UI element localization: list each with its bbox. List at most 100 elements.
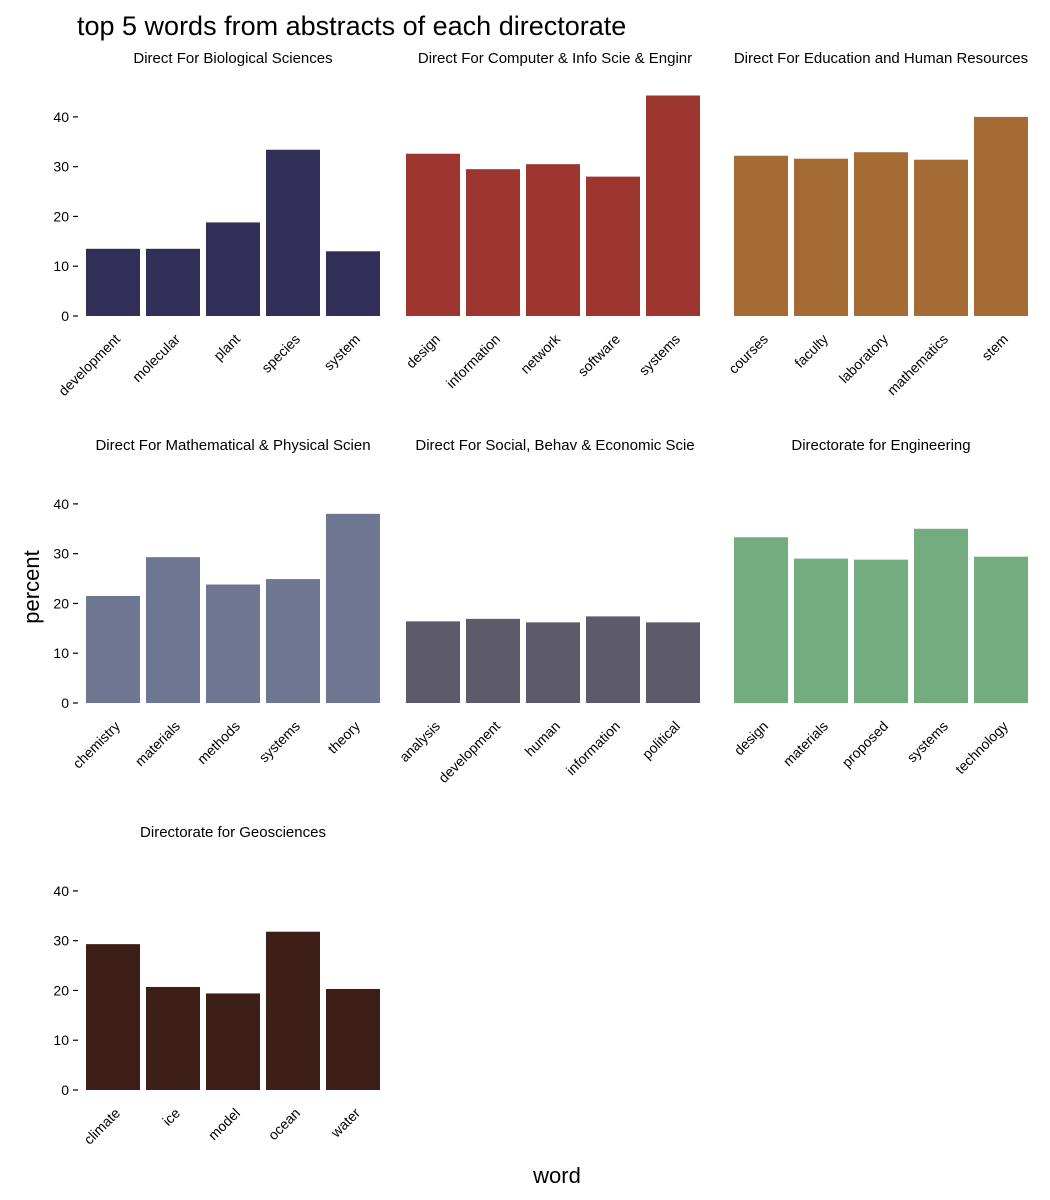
bar-materials	[146, 557, 200, 703]
y-tick-label: 20	[53, 208, 69, 224]
x-tick-label: development	[435, 718, 503, 786]
x-tick-label: design	[731, 718, 771, 758]
x-tick-label: materials	[780, 718, 831, 769]
bar-mathematics	[914, 159, 968, 316]
panel-title: Direct For Mathematical & Physical Scien	[95, 437, 370, 454]
bar-development	[466, 618, 520, 703]
bar-methods	[206, 584, 260, 703]
x-tick-label: model	[205, 1105, 243, 1143]
y-tick-label: 20	[53, 982, 69, 998]
y-tick-label: 0	[61, 695, 69, 711]
x-tick-label: ocean	[265, 1105, 303, 1143]
x-tick-label: proposed	[839, 718, 892, 771]
x-tick-label: network	[517, 330, 564, 377]
panel-7: Directorate for Geosciences 0 10 20 30 40 clim…	[53, 824, 380, 1147]
x-tick-label: plant	[210, 331, 243, 364]
x-tick-label: climate	[80, 1105, 123, 1148]
x-tick-label: stem	[978, 331, 1011, 364]
bar-water	[326, 988, 380, 1090]
x-tick-label: methods	[194, 718, 243, 767]
bar-human	[526, 622, 580, 703]
bar-proposed	[854, 559, 908, 703]
x-tick-label: design	[403, 331, 443, 371]
chart-title: top 5 words from abstracts of each direc…	[77, 11, 626, 41]
panel-6: Directorate for Engineering design materia…	[731, 437, 1028, 777]
panel-title: Directorate for Engineering	[791, 437, 970, 454]
bar-species	[266, 149, 320, 316]
x-tick-label: theory	[324, 718, 363, 757]
panel-1: Direct For Biological Sciences 0 10 20 30 40 d…	[53, 50, 380, 399]
y-tick-label: 0	[61, 308, 69, 324]
x-tick-label: water	[327, 1105, 363, 1141]
panel-title: Direct For Education and Human Resources	[734, 50, 1028, 67]
bar-system	[326, 251, 380, 316]
bar-systems	[914, 528, 968, 703]
panel-title: Direct For Social, Behav & Economic Scie	[415, 437, 694, 454]
bar-information	[586, 616, 640, 703]
x-tick-label: information	[443, 331, 503, 391]
bar-systems	[646, 95, 700, 317]
x-axis-title: word	[532, 1163, 581, 1188]
x-tick-label: systems	[256, 718, 304, 766]
x-tick-label: mathematics	[884, 331, 951, 398]
bar-chemistry	[86, 595, 140, 703]
y-tick-label: 30	[53, 159, 69, 175]
y-tick-label: 40	[53, 109, 69, 125]
x-tick-label: chemistry	[69, 718, 123, 772]
bar-design	[406, 153, 460, 316]
y-tick-label: 40	[53, 883, 69, 899]
x-tick-label: technology	[952, 718, 1011, 777]
x-tick-label: systems	[904, 718, 952, 766]
panel-title: Direct For Computer & Info Scie & Enginr	[418, 50, 692, 67]
x-tick-label: materials	[132, 718, 183, 769]
y-axis-title: percent	[19, 550, 44, 623]
y-tick-label: 10	[53, 645, 69, 661]
y-tick-label: 10	[53, 258, 69, 274]
x-tick-label: laboratory	[836, 331, 891, 386]
x-tick-label: faculty	[791, 331, 831, 371]
x-tick-label: species	[258, 331, 303, 376]
bar-model	[206, 993, 260, 1090]
y-tick-label: 30	[53, 546, 69, 562]
bar-theory	[326, 513, 380, 703]
bar-materials	[794, 558, 848, 703]
panels: Direct For Biological Sciences 0 10 20 30 40 d…	[53, 50, 1028, 1147]
x-tick-label: molecular	[129, 331, 183, 385]
bar-laboratory	[854, 152, 908, 316]
bar-network	[526, 164, 580, 316]
y-tick-label: 20	[53, 595, 69, 611]
x-tick-label: political	[639, 718, 683, 762]
bar-development	[86, 248, 140, 316]
bar-software	[586, 176, 640, 316]
bar-analysis	[406, 621, 460, 703]
x-tick-label: information	[563, 718, 623, 778]
bar-information	[466, 169, 520, 316]
y-tick-label: 10	[53, 1032, 69, 1048]
bar-systems	[266, 579, 320, 703]
x-tick-label: human	[522, 718, 564, 760]
y-tick-label: 40	[53, 496, 69, 512]
x-tick-label: systems	[636, 331, 684, 379]
x-tick-label: ice	[159, 1105, 183, 1129]
x-tick-label: system	[320, 331, 363, 374]
bar-climate	[86, 944, 140, 1090]
bar-courses	[734, 155, 788, 316]
bar-technology	[974, 556, 1028, 703]
panel-5: Direct For Social, Behav & Economic Scie…	[396, 437, 700, 786]
bar-ice	[146, 986, 200, 1090]
y-tick-label: 0	[61, 1082, 69, 1098]
panel-title: Directorate for Geosciences	[140, 824, 326, 841]
x-tick-label: software	[574, 331, 623, 380]
x-tick-label: analysis	[396, 718, 443, 765]
bar-political	[646, 622, 700, 703]
panel-4: Direct For Mathematical & Physical Scien…	[53, 437, 380, 771]
panel-3: Direct For Education and Human Resources…	[725, 50, 1028, 398]
bar-ocean	[266, 931, 320, 1090]
x-tick-label: courses	[725, 331, 771, 377]
x-tick-label: development	[55, 331, 123, 399]
bar-faculty	[794, 158, 848, 316]
bar-stem	[974, 116, 1028, 316]
bar-molecular	[146, 248, 200, 316]
bar-plant	[206, 222, 260, 316]
y-tick-label: 30	[53, 933, 69, 949]
